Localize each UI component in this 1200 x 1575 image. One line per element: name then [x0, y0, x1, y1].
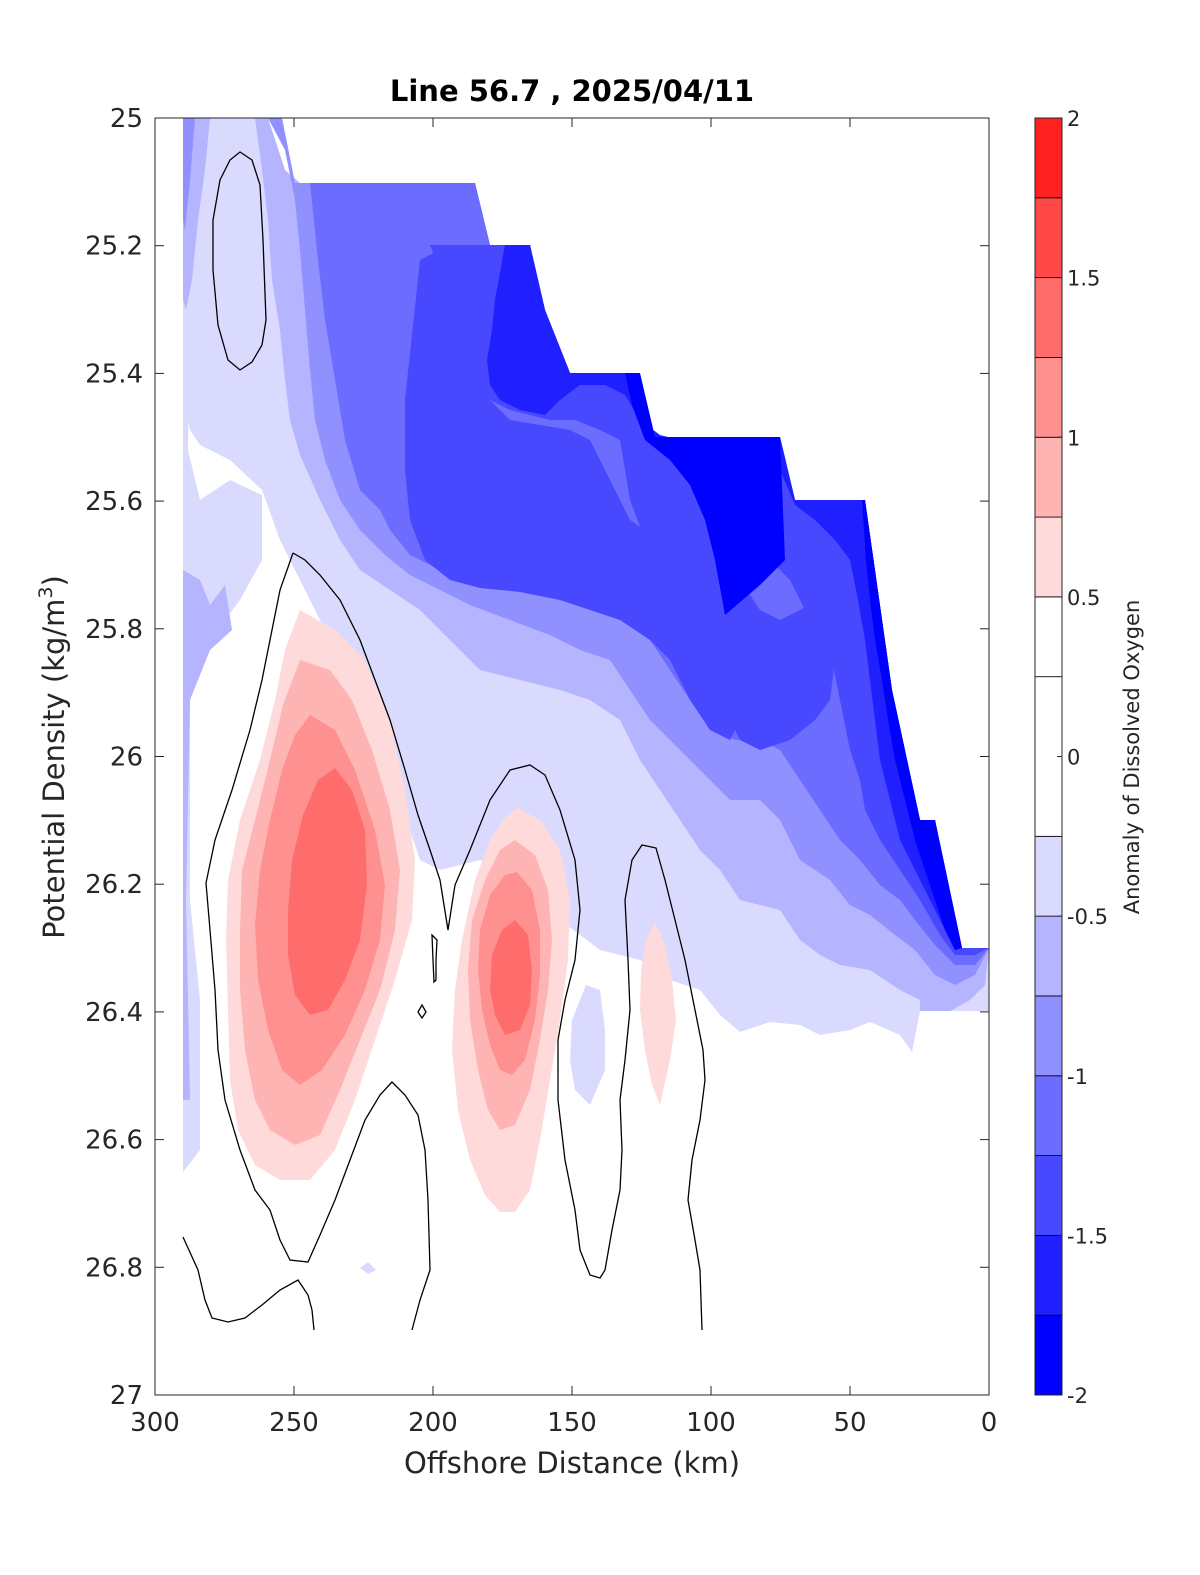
- y-tick-label: 25.8: [85, 615, 143, 645]
- colorbar-tick-label: 1.5: [1067, 267, 1100, 291]
- y-tick-label: 25.2: [85, 232, 143, 262]
- colorbar-segment: [1034, 436, 1063, 518]
- colorbar-segment: [1034, 915, 1063, 997]
- colorbar-segment: [1034, 596, 1063, 678]
- contour-bands: [183, 118, 989, 1274]
- band-neg-1.75-b: [625, 373, 785, 615]
- zero-contour-small-2: [417, 1003, 427, 1020]
- band-neg-0.25-dot: [360, 1262, 376, 1274]
- band-neg-1.75: [862, 500, 962, 950]
- colorbar-tick-label: -1.5: [1067, 1224, 1108, 1248]
- colorbar-tick-label: -2: [1067, 1384, 1088, 1408]
- zero-contour-top-loop: [212, 151, 267, 371]
- band-neg-1.5: [487, 245, 962, 950]
- colorbar-tick-label: -1: [1067, 1065, 1088, 1089]
- x-tick-label: 100: [686, 1408, 736, 1438]
- colorbar-tick-label: 1: [1067, 426, 1080, 450]
- colorbar-segment: [1034, 1075, 1063, 1156]
- band-pos-1.0-mid: [490, 920, 532, 1035]
- colorbar-segment: [1034, 835, 1063, 917]
- zero-contour-small-1: [431, 933, 438, 984]
- band-pos-1.0-west: [288, 768, 367, 1015]
- colorbar: -2 -1.5 -1 -0.5 0 0.5 1 1.5 2: [1034, 107, 1108, 1408]
- colorbar-segment: [1034, 995, 1063, 1077]
- x-tick-label: 150: [547, 1408, 597, 1438]
- y-tick-label: 26.2: [85, 870, 143, 900]
- colorbar-segment: [1034, 1314, 1063, 1396]
- y-tick-label: 25: [110, 104, 143, 134]
- zero-contour-west: [292, 552, 706, 1331]
- x-tick-label: 0: [981, 1408, 998, 1438]
- y-tick-label: 26: [110, 743, 143, 773]
- band-pos-0.25-east: [640, 922, 676, 1105]
- colorbar-segment: [1034, 1234, 1063, 1316]
- colorbar-tick-label: -0.5: [1067, 905, 1108, 929]
- band-neg-1.0-b: [310, 183, 475, 520]
- band-neg-0.25-patch: [570, 985, 605, 1105]
- zero-contour-bottom-left: [182, 1236, 315, 1331]
- colorbar-segment: [1034, 277, 1063, 358]
- y-tick-label: 27: [110, 1381, 143, 1411]
- x-tick-label: 250: [269, 1408, 319, 1438]
- band-neg-0.75-left-top: [183, 118, 195, 230]
- y-tick-label: 26.4: [85, 998, 143, 1028]
- colorbar-segment: [1034, 516, 1063, 598]
- band-neg-0.5-left: [183, 570, 232, 1100]
- zero-contours: [182, 151, 706, 1331]
- x-tick-label: 50: [833, 1408, 866, 1438]
- x-tick-label: 200: [408, 1408, 458, 1438]
- y-axis-label: Potential Density (kg/m3): [35, 575, 71, 939]
- x-axis-label: Offshore Distance (km): [404, 1446, 740, 1480]
- colorbar-segment: [1034, 357, 1063, 438]
- colorbar-segment: [1034, 1155, 1063, 1236]
- y-tick-label: 26.8: [85, 1253, 143, 1283]
- zero-contour-west-inner: [205, 552, 431, 1331]
- colorbar-tick-label: 0: [1067, 746, 1080, 770]
- colorbar-label: Anomaly of Dissolved Oxygen: [1120, 600, 1144, 915]
- colorbar-tick-label: 2: [1067, 107, 1080, 131]
- y-axis: 25 25.2 25.4 25.6 25.8 26 26.2 26.4 26.6 26.8 27: [85, 104, 989, 1411]
- x-tick-label: 300: [130, 1408, 180, 1438]
- chart-title: Line 56.7 , 2025/04/11: [390, 74, 754, 108]
- colorbar-segment: [1034, 117, 1063, 199]
- y-tick-label: 26.6: [85, 1126, 143, 1156]
- colorbar-segment: [1034, 197, 1063, 279]
- y-tick-label: 25.4: [85, 359, 143, 389]
- y-tick-label: 25.6: [85, 487, 143, 517]
- colorbar-tick-label: 0.5: [1067, 586, 1100, 610]
- x-axis: 300 250 200 150 100 50 0: [130, 118, 997, 1438]
